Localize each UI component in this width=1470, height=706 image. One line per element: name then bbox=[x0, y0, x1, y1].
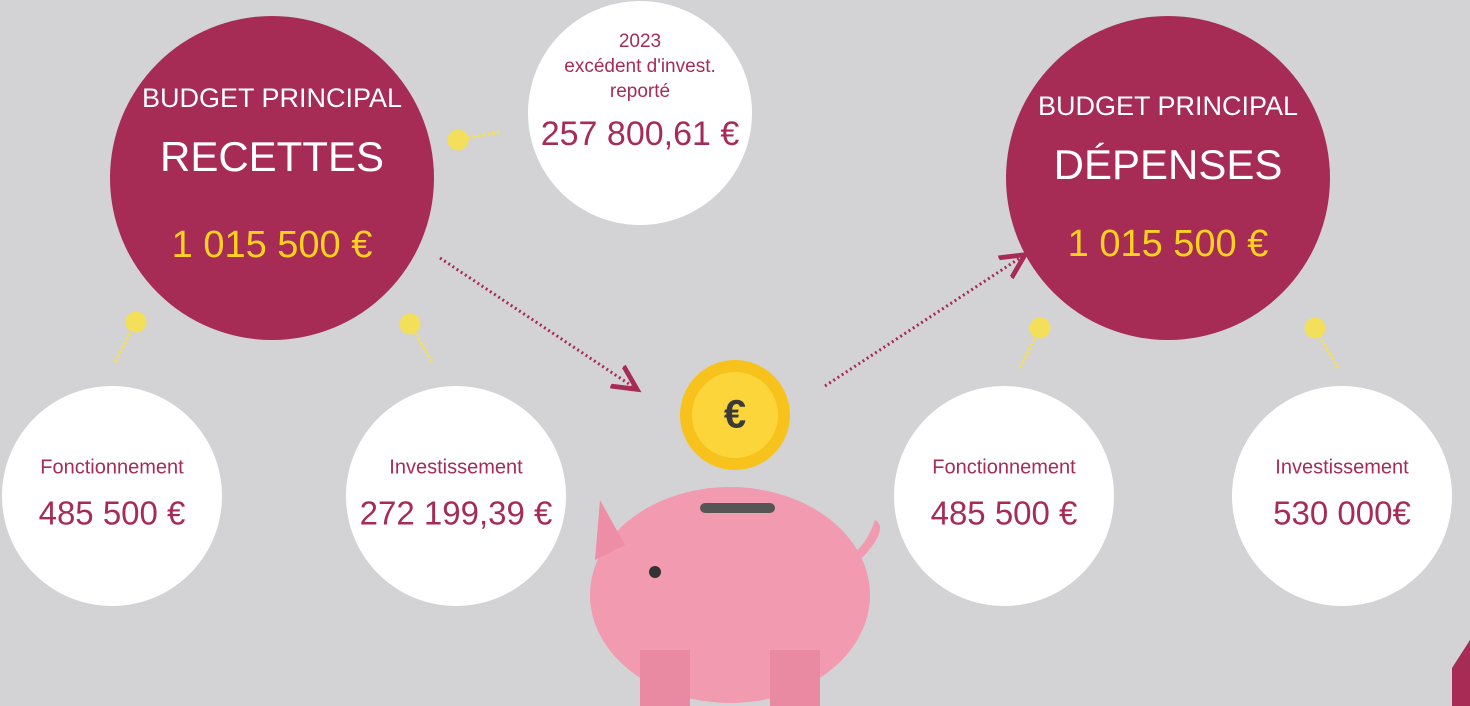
report-line: excédent d'invest. bbox=[564, 56, 716, 77]
report-year: 2023 bbox=[619, 31, 661, 52]
flow-arrow bbox=[440, 258, 632, 386]
corner-tab bbox=[1452, 640, 1470, 706]
report-amount: 257 800,61 € bbox=[541, 115, 740, 153]
recettes-amount: 1 015 500 € bbox=[172, 224, 373, 266]
infographic: BUDGET PRINCIPAL RECETTES 1 015 500 € 20… bbox=[0, 0, 1470, 706]
page: { "recettes": {"title": "BUDGET PRINCIPA… bbox=[0, 0, 1470, 706]
detail-label: Investissement bbox=[389, 456, 523, 478]
piggy-bank bbox=[590, 487, 880, 706]
depenses-title: BUDGET PRINCIPAL bbox=[1038, 91, 1298, 121]
detail-amount: 485 500 € bbox=[931, 495, 1078, 532]
detail-label: Fonctionnement bbox=[40, 456, 184, 478]
detail-amount: 485 500 € bbox=[39, 495, 186, 532]
detail-label: Investissement bbox=[1275, 456, 1409, 478]
detail-amount: 530 000€ bbox=[1273, 495, 1411, 532]
recettes-heading: RECETTES bbox=[160, 133, 384, 180]
coin-symbol: € bbox=[724, 393, 746, 437]
depenses-amount: 1 015 500 € bbox=[1068, 223, 1269, 265]
detail-label: Fonctionnement bbox=[932, 456, 1076, 478]
depenses-heading: DÉPENSES bbox=[1054, 141, 1283, 188]
recettes-title: BUDGET PRINCIPAL bbox=[142, 83, 402, 113]
report-line: reporté bbox=[610, 81, 670, 102]
detail-amount: 272 199,39 € bbox=[360, 495, 553, 532]
flow-arrow bbox=[825, 258, 1020, 386]
